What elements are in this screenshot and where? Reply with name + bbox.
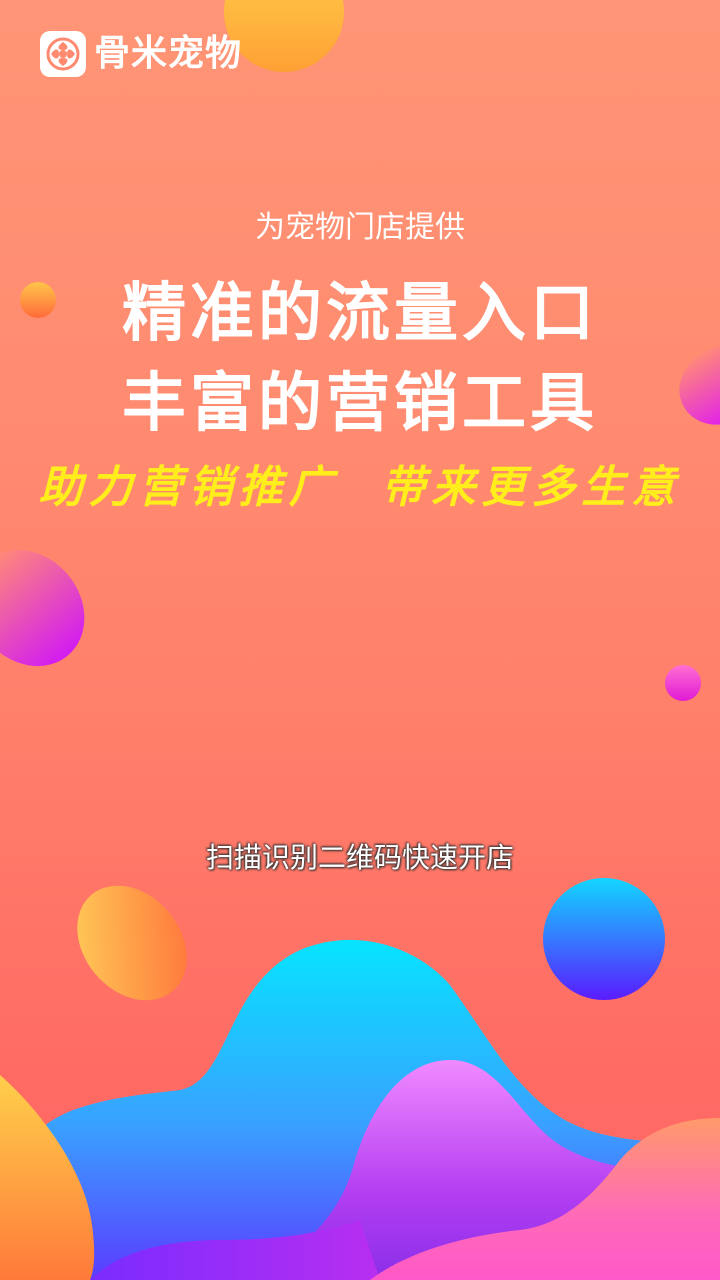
small-orange-ball (20, 282, 56, 318)
orange-oval (77, 885, 187, 1001)
hero-tagline: 助力营销推广 带来更多生意 (38, 462, 682, 513)
blue-ball (543, 878, 665, 1000)
hero-headline-line1: 精准的流量入口 (122, 277, 598, 351)
brand-name: 骨米宠物 (94, 33, 243, 74)
top-yellow-circle (224, 0, 344, 72)
scan-qr-hint: 扫描识别二维码快速开店 (205, 841, 514, 874)
deep-purple-base (90, 1220, 380, 1280)
pet-logo-icon (40, 31, 86, 77)
hero-subtitle: 为宠物门店提供 (255, 210, 465, 245)
brand-header: 骨米宠物 (40, 31, 242, 77)
right-pink-blob (679, 345, 720, 425)
pink-wave (370, 1118, 720, 1280)
logo-mark (46, 37, 80, 71)
hero-headline-line2: 丰富的营销工具 (122, 367, 598, 441)
small-pink-ball (665, 665, 701, 701)
yellow-wave-left (0, 1075, 95, 1280)
left-purple-blob (0, 549, 85, 667)
